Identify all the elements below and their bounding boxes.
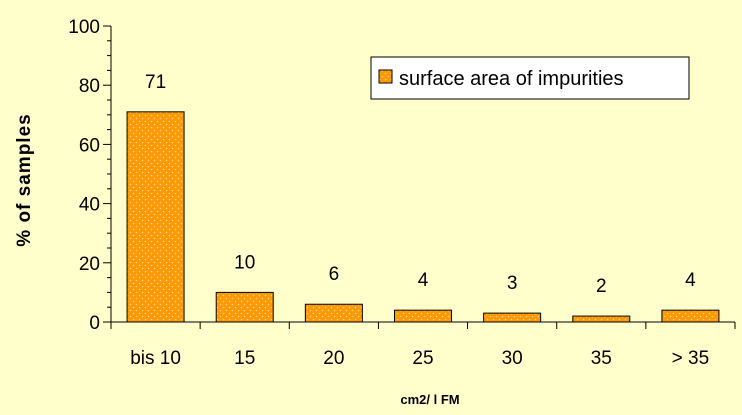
data-label-2: 6 (329, 264, 340, 285)
legend-swatch (378, 69, 393, 84)
x-tick-label-4: 30 (502, 348, 523, 369)
x-axis-ticks: bis 10 15 20 25 30 35 > 35 (110, 322, 736, 369)
x-tick-label-2: 20 (323, 348, 344, 369)
data-label-1: 10 (234, 252, 255, 273)
y-tick-label: 60 (79, 135, 100, 156)
bar-3 (394, 309, 452, 323)
y-tick-label: 40 (79, 195, 100, 216)
x-axis-label: cm2/ l FM (400, 392, 459, 407)
legend-box (370, 56, 690, 100)
data-label-3: 4 (418, 270, 429, 291)
y-tick-label: 0 (89, 313, 100, 334)
x-tick-label-1: 15 (234, 348, 255, 369)
data-label-4: 3 (507, 273, 518, 294)
bar-4 (483, 312, 542, 323)
data-label-5: 2 (596, 276, 607, 297)
x-tick-label-3: 25 (412, 348, 433, 369)
data-label-0: 71 (145, 72, 166, 93)
y-tick-label: 100 (68, 17, 100, 38)
bar-5 (572, 315, 631, 323)
legend: surface area of impurities (370, 56, 690, 100)
y-tick-label: 20 (79, 254, 100, 275)
y-axis-ticks: 0 20 40 60 80 100 (68, 17, 111, 334)
x-tick-label-5: 35 (591, 348, 612, 369)
x-tick-label-6: > 35 (672, 348, 710, 369)
data-label-6: 4 (685, 270, 696, 291)
y-axis-label: % of samples (14, 113, 35, 246)
bar-1 (215, 291, 274, 323)
bar-6 (661, 309, 720, 323)
bars-group: 71 10 6 4 3 2 4 (126, 72, 720, 323)
x-tick-label-0: bis 10 (130, 348, 181, 369)
y-tick-label: 80 (79, 76, 100, 97)
bar-0 (126, 111, 185, 323)
legend-label: surface area of impurities (399, 68, 624, 90)
bar-2 (304, 303, 363, 323)
